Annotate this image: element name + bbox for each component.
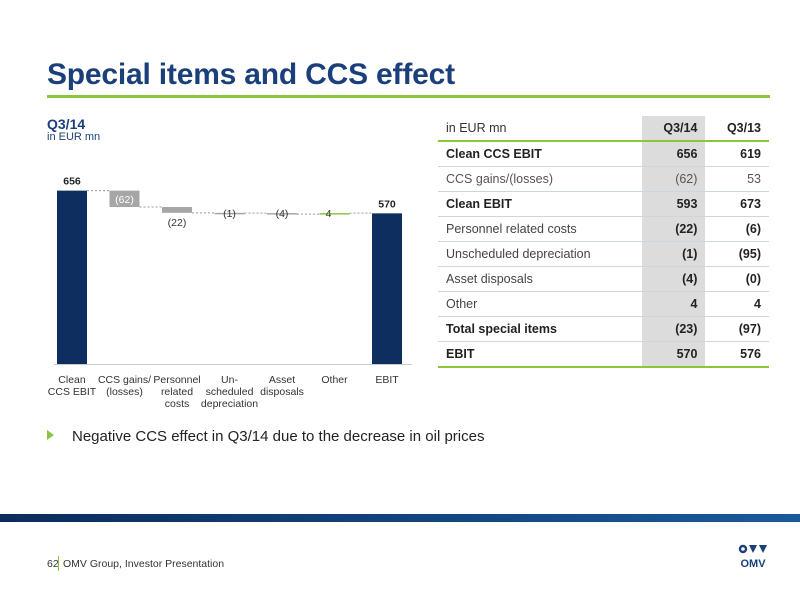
- data-label: 4: [326, 208, 332, 220]
- title-underline: [47, 95, 770, 98]
- row-q314: 570: [641, 341, 706, 368]
- row-label: EBIT: [438, 341, 642, 368]
- row-q314: (1): [641, 241, 706, 267]
- row-q313: (95): [705, 241, 769, 267]
- table-row: Clean CCS EBIT 656 619: [438, 141, 769, 167]
- row-q314: 593: [641, 191, 706, 217]
- waterfall-bar: [372, 213, 402, 364]
- row-label: Asset disposals: [438, 266, 642, 292]
- row-q313: 4: [705, 291, 769, 317]
- table-row: Asset disposals (4) (0): [438, 266, 769, 292]
- chart-heading: Q3/14: [47, 116, 86, 132]
- row-q314: (23): [641, 316, 706, 342]
- row-q313: 53: [705, 166, 769, 192]
- footer-band: [0, 514, 800, 522]
- row-label: Total special items: [438, 316, 642, 342]
- data-label: 656: [63, 176, 81, 188]
- bullet-arrow-icon: [47, 430, 54, 440]
- waterfall-bar: [319, 213, 350, 215]
- table-header-q313: Q3/13: [705, 116, 769, 142]
- row-q314: 656: [641, 141, 706, 167]
- table-header-row: in EUR mn Q3/14 Q3/13: [438, 116, 769, 142]
- table-row: Other 4 4: [438, 291, 769, 317]
- data-label: (1): [223, 208, 236, 220]
- data-label: (62): [115, 194, 134, 206]
- logo-wordmark: OMV: [740, 558, 766, 570]
- row-label: Clean EBIT: [438, 191, 642, 217]
- omv-logo: OMV: [738, 544, 767, 570]
- table-row: CCS gains/(losses) (62) 53: [438, 166, 769, 192]
- waterfall-bar: [214, 212, 245, 215]
- waterfall-bar: [109, 190, 140, 208]
- table-row: Clean EBIT 593 673: [438, 191, 769, 217]
- footer-text: OMV Group, Investor Presentation: [63, 558, 225, 570]
- category-label: Other: [321, 374, 348, 386]
- category-label: CCS gains/(losses): [97, 374, 152, 398]
- row-q314: (22): [641, 216, 706, 242]
- waterfall-chart: 656 (62) (22) (1) (4) 4 570: [54, 176, 412, 365]
- footer-separator: [58, 556, 59, 571]
- bullet-text: Negative CCS effect in Q3/14 due to the …: [72, 428, 485, 445]
- waterfall-bar: [57, 190, 87, 364]
- page-title: Special items and CCS effect: [47, 58, 455, 91]
- special-items-table: in EUR mn Q3/14 Q3/13 Clean CCS EBIT 656…: [438, 116, 769, 368]
- row-q314: (62): [641, 166, 706, 192]
- table-row: Total special items (23) (97): [438, 316, 769, 342]
- data-label: (4): [276, 208, 289, 220]
- row-q313: 576: [705, 341, 769, 368]
- table-row: Unscheduled depreciation (1) (95): [438, 241, 769, 267]
- table-row: EBIT 570 576: [438, 341, 769, 368]
- row-q314: 4: [641, 291, 706, 317]
- category-label: Clean CCS EBIT: [47, 374, 97, 398]
- page-number: 62: [47, 558, 59, 570]
- waterfall-bar: [162, 207, 192, 213]
- category-label: Un-scheduled depreciation: [200, 374, 259, 410]
- row-label: Unscheduled depreciation: [438, 241, 642, 267]
- row-label: Personnel related costs: [438, 216, 642, 242]
- bullet-item: Negative CCS effect in Q3/14 due to the …: [47, 428, 484, 445]
- row-q313: 673: [705, 191, 769, 217]
- row-q313: (6): [705, 216, 769, 242]
- row-label: CCS gains/(losses): [438, 166, 642, 192]
- data-label: (22): [168, 217, 187, 229]
- category-label: Personnel related costs: [153, 374, 201, 410]
- row-q313: (0): [705, 266, 769, 292]
- row-q313: 619: [705, 141, 769, 167]
- data-label: 570: [378, 198, 396, 210]
- table-header-label: in EUR mn: [438, 116, 642, 142]
- row-label: Clean CCS EBIT: [438, 141, 642, 167]
- chart-unit: in EUR mn: [47, 131, 101, 143]
- waterfall-bar: [267, 213, 297, 215]
- category-label: Asset disposals: [260, 374, 304, 398]
- row-label: Other: [438, 291, 642, 317]
- category-label: EBIT: [375, 374, 399, 386]
- row-q313: (97): [705, 316, 769, 342]
- table-header-q314: Q3/14: [641, 116, 706, 142]
- table-row: Personnel related costs (22) (6): [438, 216, 769, 242]
- row-q314: (4): [641, 266, 706, 292]
